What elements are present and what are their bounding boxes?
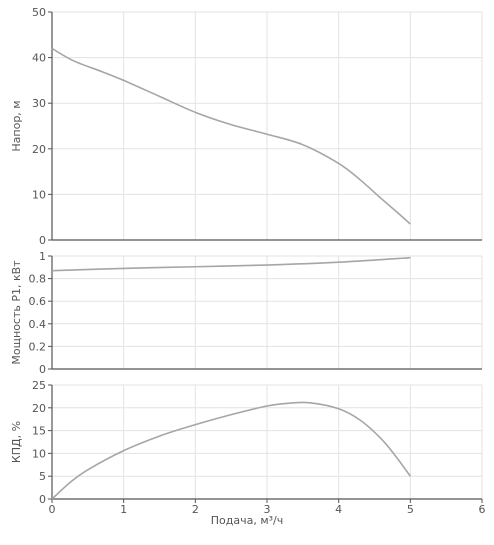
y-tick-label: 25 xyxy=(32,379,46,392)
y-tick-label: 0 xyxy=(39,363,46,376)
y-axis-title: КПД, % xyxy=(10,421,23,463)
y-axis-title: Напор, м xyxy=(10,100,23,151)
y-axis-title: Мощность Р1, кВт xyxy=(10,260,23,365)
y-tick-label: 20 xyxy=(32,143,46,156)
x-tick-label: 1 xyxy=(120,503,127,516)
y-tick-label: 5 xyxy=(39,470,46,483)
y-tick-label: 1 xyxy=(39,250,46,263)
y-tick-label: 0.2 xyxy=(29,340,47,353)
x-tick-label: 5 xyxy=(407,503,414,516)
x-tick-label: 3 xyxy=(264,503,271,516)
y-tick-label: 40 xyxy=(32,52,46,65)
x-tick-label: 6 xyxy=(479,503,486,516)
series-line-1 xyxy=(51,401,411,500)
y-tick-label: 0 xyxy=(39,234,46,247)
y-tick-label: 50 xyxy=(32,6,46,19)
chart-panel-2: 0 0.2 0.4 0.6 0.8 1 Мощность Р1, кВт xyxy=(10,250,483,376)
y-tick-label: 10 xyxy=(32,447,46,460)
y-tick-label: 20 xyxy=(32,402,46,415)
y-tick-label: 0 xyxy=(39,493,46,506)
x-tick-label: 0 xyxy=(49,503,56,516)
series-line-1 xyxy=(51,47,411,225)
y-tick-label: 30 xyxy=(32,97,46,110)
y-tick-label: 15 xyxy=(32,425,46,438)
y-tick-label: 10 xyxy=(32,188,46,201)
series-line-1 xyxy=(51,256,411,272)
x-tick-label: 4 xyxy=(335,503,342,516)
x-tick-label: 2 xyxy=(192,503,199,516)
y-tick-label: 0.8 xyxy=(29,273,47,286)
chart-panel-1: 0 10 20 30 40 50 Напор, м xyxy=(10,6,483,247)
y-tick-label: 0.4 xyxy=(29,318,47,331)
y-tick-label: 0.6 xyxy=(29,295,47,308)
chart-panel-3: 0 5 10 15 20 25 КПД, % 0 1 2 3 4 5 6 Подача, м³/ч xyxy=(10,379,486,527)
x-axis-title: Подача, м³/ч xyxy=(211,514,284,527)
